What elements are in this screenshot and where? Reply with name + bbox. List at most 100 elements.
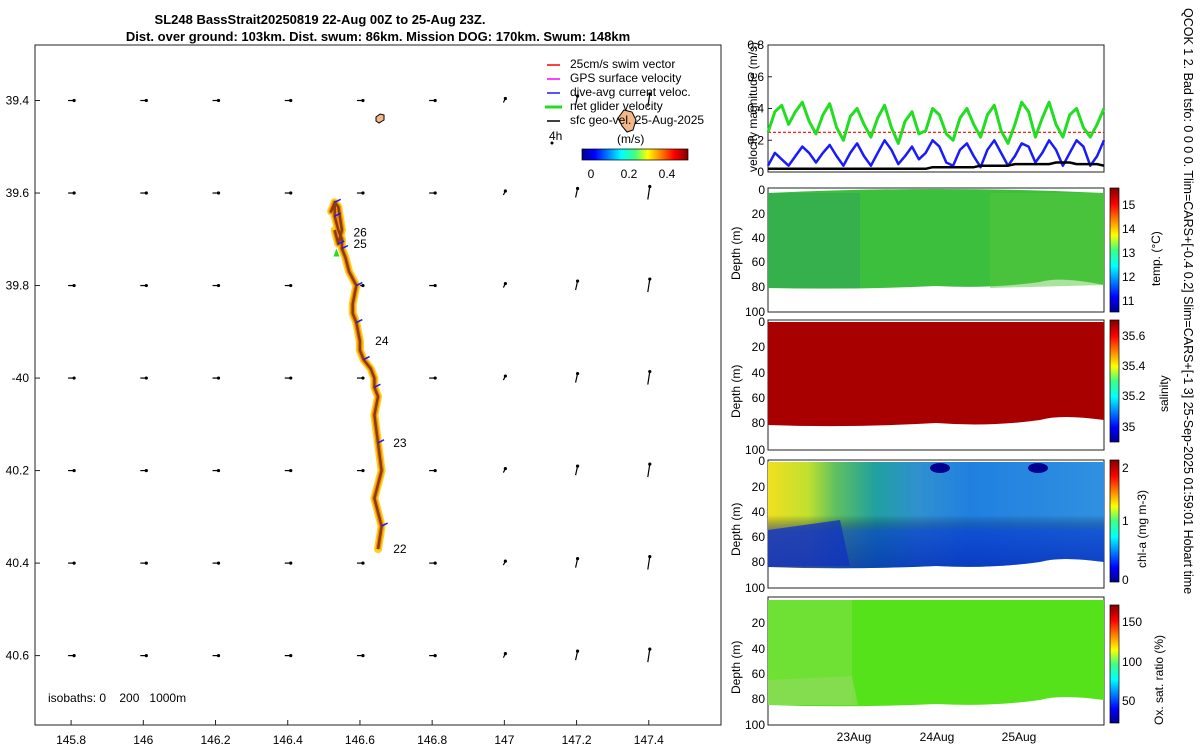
map-ytick-label: 40.4 [6, 556, 30, 570]
sfc-vel-arrow [68, 468, 76, 473]
chla-low-patch [1028, 463, 1048, 473]
track-day-label: 23 [393, 436, 407, 450]
legend-sfc: sfc geo-vel. 25-Aug-2025 [570, 113, 704, 127]
oxy-ytick: 40 [752, 642, 766, 656]
map-ytick-label: -40 [12, 371, 30, 385]
sfc-vel-arrow-head [72, 468, 76, 473]
oxy-deep-region [768, 676, 858, 705]
sfc-vel-arrow-head [648, 554, 652, 559]
sfc-vel-arrow [502, 189, 507, 196]
sfc-vel-arrow-head [503, 652, 507, 656]
vel-ytick-label: 0 [757, 165, 764, 179]
map-ytick-label: 39.4 [6, 94, 30, 108]
sfc-vel-arrow-head [361, 191, 365, 195]
chla-cbar-tick: 2 [1122, 461, 1129, 475]
dive-avg-vector [341, 244, 349, 250]
sfc-vel-arrow-head [575, 649, 580, 653]
islet [550, 141, 554, 145]
sfc-vel-arrow-head [289, 654, 293, 658]
sfc-vel-arrow [429, 561, 437, 565]
sal-ylabel: Depth (m) [729, 365, 743, 418]
sfc-vel-arrow-head [503, 559, 507, 563]
chla-cbar-tick: 1 [1122, 514, 1129, 528]
map-cbar-tick: 0.4 [659, 167, 676, 181]
sfc-vel-arrow [356, 98, 365, 103]
track-day-label: 22 [393, 542, 407, 556]
sal-cbar-tick: 35.2 [1122, 389, 1146, 403]
sfc-vel-arrow [574, 649, 580, 661]
title-line-1: SL248 BassStrait20250819 22-Aug 00Z to 2… [155, 12, 486, 27]
velocity-series [766, 100, 1106, 171]
sfc-vel-arrow-head [648, 92, 652, 96]
temp-cbar-tick: 13 [1122, 246, 1136, 260]
map-xtick-label: 147.4 [634, 733, 664, 747]
sfc-vel-arrow-head [216, 98, 221, 103]
dive-avg-vector [337, 240, 345, 245]
oxy-cbar-tick: 100 [1122, 655, 1142, 669]
sfc-vel-arrow [647, 92, 652, 108]
sfc-vel-arrow [140, 654, 148, 658]
velocity-ylabel: velocity magnitude (m/s) [746, 42, 760, 172]
sfc-vel-arrow [647, 184, 652, 200]
sfc-vel-arrow [284, 376, 293, 380]
sfc-vel-arrow [502, 559, 507, 566]
oxy-colorbar [1109, 604, 1120, 724]
temp-ytick: 80 [752, 280, 766, 294]
chla-panel: 20 40 60 80 100 0 Depth (m) 0 1 2 chl-a … [729, 454, 1149, 595]
sfc-vel-arrow [140, 98, 148, 103]
velocity-frame [767, 44, 1105, 173]
sfc-vel-arrow-head [72, 283, 76, 288]
sfc-vel-arrow-head [433, 283, 437, 288]
sfc-vel-arrow-head [72, 376, 76, 380]
time-xtick: 24Aug [920, 730, 955, 744]
sal-yticks: 0 20 40 60 80 100 [745, 315, 765, 457]
sfc-vel-arrow-shaft [647, 649, 651, 663]
time-xtick: 23Aug [837, 730, 872, 744]
sfc-vel-arrow [574, 94, 580, 106]
chla-ytick: 20 [752, 480, 766, 494]
sfc-vel-arrow-head [216, 283, 221, 288]
sal-ytick: 20 [752, 340, 766, 354]
sfc-vel-arrow-head [361, 283, 365, 288]
sfc-vel-arrow-head [289, 561, 293, 565]
sfc-vel-arrow [68, 191, 76, 195]
sfc-vel-arrow-head [433, 654, 437, 658]
sfc-vel-arrow-head [361, 654, 365, 658]
chla-ytick: 40 [752, 505, 766, 519]
dive-avg-vector [334, 212, 342, 217]
dive-avg-vector [377, 439, 385, 444]
sfc-vel-arrow-head [575, 94, 580, 98]
sfc-vel-arrow [356, 468, 365, 473]
sfc-vel-arrow-head [433, 468, 437, 473]
sfc-vel-arrow [284, 561, 293, 565]
sfc-vel-arrow-head [72, 98, 76, 103]
temp-ytick: 60 [752, 255, 766, 269]
sfc-vel-arrow-head [361, 468, 365, 473]
sfc-vel-arrow [574, 371, 580, 383]
sal-cbar-tick: 35.6 [1122, 329, 1146, 343]
sfc-vel-arrow [212, 654, 221, 658]
temp-ytick: 40 [752, 231, 766, 245]
sfc-vel-arrow-head [575, 464, 580, 468]
chla-cbar-tick: 0 [1122, 573, 1129, 587]
sfc-vel-arrow [502, 466, 507, 473]
temperature-panel: 0 40 60 80 100 20 Depth (m) 11 12 13 14 … [729, 183, 1163, 319]
sfc-vel-arrow-head [72, 654, 76, 658]
sfc-vel-arrow-head [216, 191, 221, 195]
sfc-vel-arrow-head [216, 561, 221, 565]
velocity-panel: 0 0.2 0.4 0.6 0.8 velocity magnitude (m/s) [746, 38, 1106, 179]
chla-yticks: 20 40 60 80 100 0 [745, 454, 765, 595]
sfc-vel-arrow [68, 283, 76, 288]
sfc-vel-arrow-head [361, 376, 365, 380]
map-cbar-tick: 0 [588, 167, 595, 181]
track-inner [329, 201, 383, 550]
island [617, 109, 637, 133]
sfc-vel-arrow-shaft [647, 556, 651, 570]
sfc-vel-arrow [574, 556, 580, 568]
sfc-vel-arrow [356, 561, 365, 565]
sfc-vel-arrow [429, 98, 437, 103]
sfc-vel-arrow-head [72, 561, 76, 565]
sfc-vel-arrow [140, 283, 148, 288]
sfc-vel-arrow-head [575, 556, 580, 561]
sal-ytick: 60 [752, 391, 766, 405]
